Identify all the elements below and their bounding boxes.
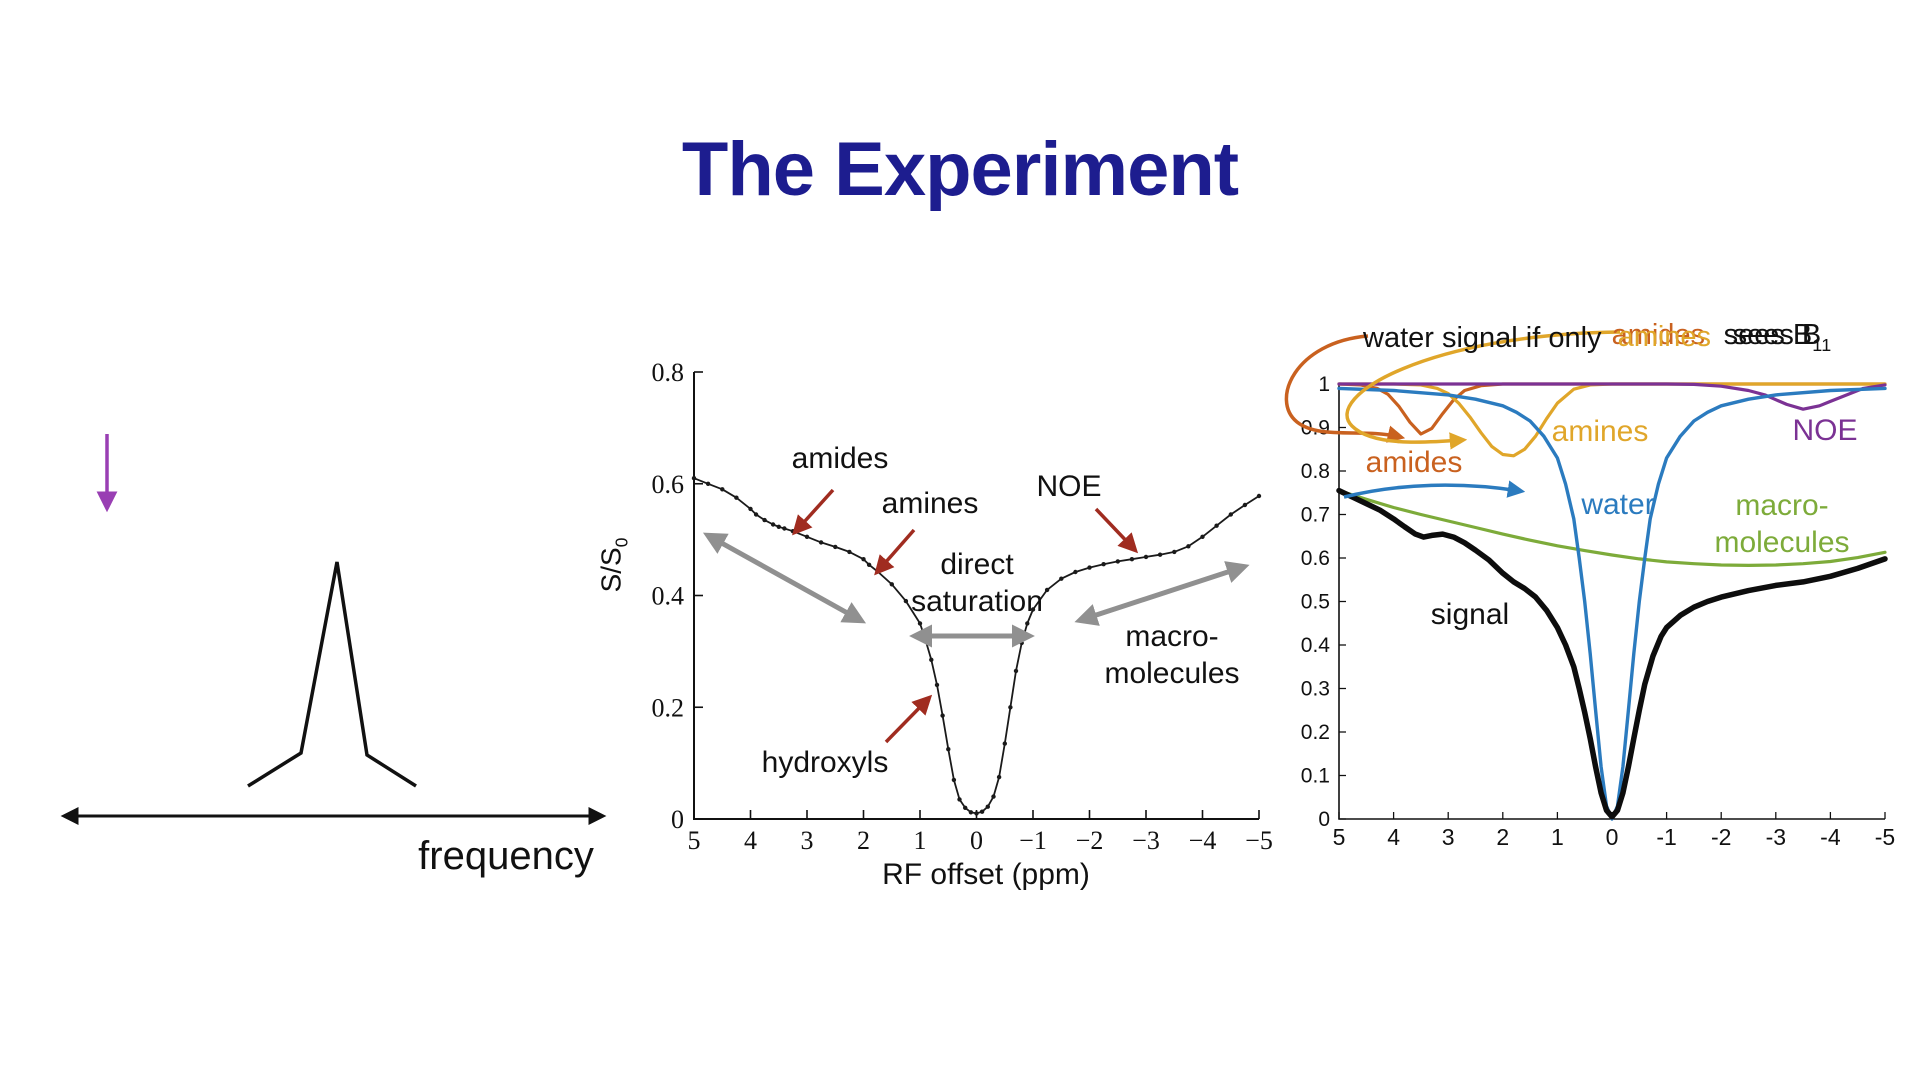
macromolecules-double-arrow [1074,561,1250,626]
mid-y-axis-label-sub: 0 [611,537,632,548]
svg-text:0.3: 0.3 [1301,678,1330,701]
hydroxyls-annotation-arrow [884,694,933,744]
svg-text:0.4: 0.4 [1301,634,1331,657]
svg-text:2: 2 [857,826,870,855]
right-chart-caption: water signal if only amides amines sees B1 s… [1363,317,1864,355]
svg-text:0.7: 0.7 [1301,504,1330,527]
amines-annotation-arrow [874,528,916,576]
svg-text:0.6: 0.6 [652,470,685,499]
svg-text:4: 4 [1387,824,1400,850]
right-label-signal: signal [1430,598,1510,631]
annotation-direct-line2: saturation [911,585,1043,618]
svg-text:-5: -5 [1875,824,1895,850]
caption-overlap-zone: amides amines [1612,317,1716,353]
svg-text:0.1: 0.1 [1301,765,1330,788]
right-label-macro-line1: macro- [1735,489,1829,522]
svg-text:-2: -2 [1711,824,1731,850]
right-label-noe: NOE [1792,414,1858,447]
svg-text:1: 1 [1551,824,1564,850]
spectrum-peak [247,561,417,788]
mid-y-axis-label: S/S0 [596,538,633,593]
svg-text:3: 3 [801,826,814,855]
amides-annotation-arrow [792,488,835,536]
svg-text:3: 3 [1442,824,1455,850]
svg-text:−5: −5 [1245,826,1273,855]
svg-text:1: 1 [1318,373,1330,396]
svg-text:0: 0 [671,805,684,834]
caption-suffix-text2: sees B [1732,319,1822,351]
caption-word-amides: amides [1611,319,1706,351]
right-label-water: water [1581,488,1655,521]
mid-y-axis-label-main: S/S [595,547,627,593]
svg-text:0.5: 0.5 [1301,591,1330,614]
mid-x-axis-label: RF offset (ppm) [882,858,1090,891]
svg-text:−4: −4 [1189,826,1217,855]
svg-text:0.8: 0.8 [1301,460,1330,483]
caption-prefix: water signal if only [1363,322,1602,354]
caption-word-amines: amines [1617,321,1712,353]
annotation-hydroxyls: hydroxyls [761,746,889,779]
caption-suffix-sub2: 1 [1821,334,1832,355]
frequency-axis-label: frequency [418,834,594,878]
annotation-amides: amides [791,442,889,475]
annotation-macro-line1: macro- [1125,620,1219,653]
svg-text:−2: −2 [1076,826,1104,855]
caption-suffix-zone: sees B1 sees B1 [1724,317,1864,355]
slide-title: The Experiment [681,127,1239,212]
svg-text:1: 1 [914,826,927,855]
annotation-direct-line1: direct [940,548,1014,581]
svg-text:2: 2 [1496,824,1509,850]
svg-text:0.2: 0.2 [652,693,685,722]
svg-text:0: 0 [1606,824,1619,850]
svg-text:5: 5 [688,826,701,855]
noe-annotation-arrow [1094,507,1139,554]
svg-text:0.6: 0.6 [1301,547,1330,570]
right-label-macromolecules: macro- molecules [1714,487,1849,561]
left-flank-double-arrow [702,532,867,624]
svg-text:0.8: 0.8 [652,358,685,387]
right-label-macro-line2: molecules [1714,526,1850,559]
annotation-amines: amines [881,487,979,520]
caption-suffix-sub: 1 [1812,334,1823,355]
right-label-amides: amides [1365,446,1463,479]
svg-text:0.2: 0.2 [1301,721,1330,744]
caption-suffix-copy1: sees B1 [1724,319,1823,356]
svg-text:0: 0 [1318,808,1330,831]
svg-text:−3: −3 [1132,826,1160,855]
svg-text:-3: -3 [1766,824,1786,850]
annotation-macro-line2: molecules [1104,657,1240,690]
svg-text:4: 4 [744,826,757,855]
svg-text:5: 5 [1333,824,1346,850]
svg-text:0.9: 0.9 [1301,417,1330,440]
right-label-amines: amines [1551,415,1649,448]
caption-suffix-text: sees B [1723,319,1813,351]
svg-text:-1: -1 [1656,824,1676,850]
annotation-macromolecules: macro- molecules [1104,618,1239,692]
water-pointer-arrow [1343,480,1526,499]
annotation-noe: NOE [1036,470,1102,503]
svg-text:−1: −1 [1019,826,1047,855]
svg-text:0.4: 0.4 [652,582,685,611]
svg-text:0: 0 [970,826,983,855]
caption-suffix-copy2: sees B1 [1733,319,1832,356]
annotation-direct-saturation: direct saturation [911,546,1043,620]
svg-text:-4: -4 [1820,824,1841,850]
